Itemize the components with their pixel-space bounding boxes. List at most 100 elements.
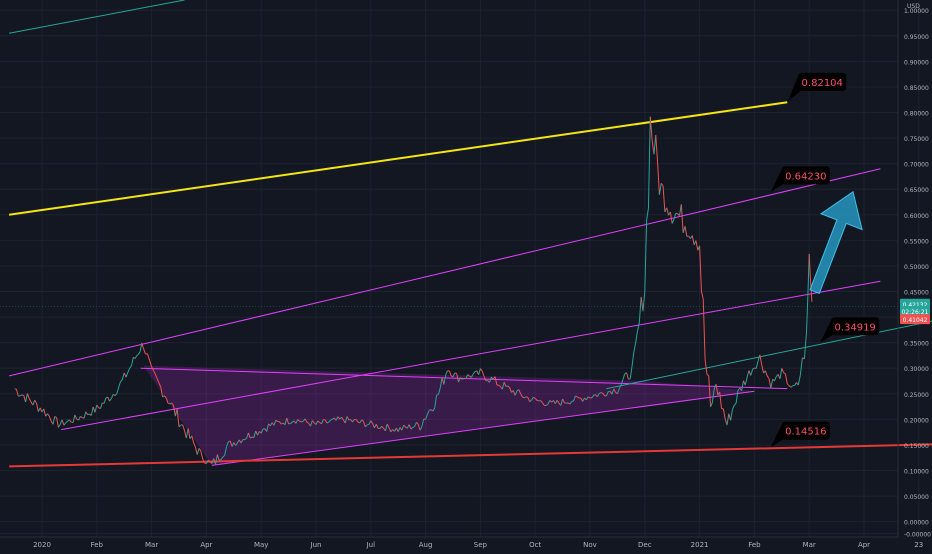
price-segment — [119, 382, 121, 387]
price-segment — [767, 376, 769, 379]
price-axis[interactable]: 1.000000.950000.900000.850000.800000.750… — [898, 0, 931, 539]
price-segment — [601, 393, 603, 394]
trend-line[interactable] — [9, 169, 880, 376]
price-segment — [455, 373, 457, 374]
price-segment — [762, 365, 764, 373]
price-segment — [636, 331, 638, 342]
price-segment — [670, 212, 672, 224]
price-segment — [650, 117, 652, 140]
x-tick-label: Oct — [529, 541, 541, 549]
price-segment — [168, 403, 170, 404]
price-segment — [784, 373, 786, 374]
price-segment — [696, 241, 698, 251]
price-segment — [49, 416, 51, 421]
y-tick-label: 0.15000 — [904, 443, 929, 450]
price-segment — [108, 397, 110, 401]
price-segment — [29, 398, 31, 402]
price-segment — [117, 387, 119, 393]
price-segment — [113, 394, 115, 395]
y-tick-label: -0.00000 — [904, 532, 931, 539]
x-tick-label: Dec — [638, 541, 652, 549]
price-segment — [648, 117, 650, 208]
price-segment — [769, 379, 771, 388]
x-tick-label: 2020 — [33, 541, 51, 549]
price-segment — [785, 374, 787, 384]
price-segment — [84, 412, 86, 419]
price-segment — [73, 415, 75, 423]
y-tick-label: 0.85000 — [904, 85, 929, 92]
y-tick-label: 0.55000 — [904, 238, 929, 245]
price-segment — [701, 291, 703, 299]
price-segment — [787, 384, 789, 386]
price-segment — [62, 420, 64, 425]
price-segment — [791, 386, 793, 388]
y-tick-label: 0.70000 — [904, 162, 929, 169]
currency-label: USD — [907, 3, 920, 10]
price-tag-label: 0.41042 — [903, 317, 928, 324]
price-segment — [197, 448, 199, 454]
price-segment — [774, 377, 776, 381]
price-segment — [128, 368, 130, 372]
price-segment — [22, 395, 24, 396]
price-segment — [723, 409, 725, 419]
price-segment — [195, 447, 197, 455]
price-segment — [663, 186, 665, 212]
trend-line[interactable] — [9, 102, 787, 215]
price-segment — [637, 322, 639, 331]
price-segment — [667, 208, 669, 215]
price-segment — [473, 372, 475, 374]
price-segment — [731, 409, 733, 420]
price-segment — [623, 374, 625, 380]
price-segment — [69, 420, 71, 422]
price-segment — [798, 375, 800, 385]
price-segment — [780, 368, 782, 379]
x-tick-label: Aug — [419, 541, 433, 549]
price-segment — [47, 414, 49, 416]
price-segment — [147, 354, 149, 360]
price-segment — [143, 348, 145, 354]
up-arrow[interactable] — [810, 192, 862, 294]
x-tick-label: Jul — [366, 541, 376, 549]
x-tick-label: Apr — [200, 541, 212, 549]
y-tick-label: 0.45000 — [904, 290, 929, 297]
x-tick-label: Sep — [474, 541, 488, 549]
y-tick-label: 0.50000 — [904, 264, 929, 271]
price-segment — [33, 400, 35, 405]
price-segment — [705, 360, 707, 375]
projection-arrow[interactable] — [810, 192, 862, 294]
x-tick-label: Jun — [310, 541, 322, 549]
x-tick-label: Feb — [748, 541, 761, 549]
price-segment — [627, 373, 629, 379]
x-tick-label: Mar — [145, 541, 158, 549]
x-tick-label: Feb — [91, 541, 104, 549]
price-segment — [219, 460, 221, 461]
price-segment — [789, 386, 791, 388]
y-tick-label: 0.30000 — [904, 366, 929, 373]
price-segment — [747, 371, 749, 378]
price-segment — [771, 379, 773, 388]
price-segment — [707, 374, 709, 375]
y-tick-label: 0.35000 — [904, 341, 929, 348]
price-segment — [135, 356, 137, 359]
price-segment — [132, 357, 134, 365]
price-segment — [634, 343, 636, 353]
price-segment — [800, 358, 802, 376]
price-segment — [672, 219, 674, 224]
price-segment — [681, 204, 683, 232]
price-segment — [742, 381, 744, 391]
price-segment — [804, 333, 806, 359]
price-segment — [765, 371, 767, 376]
y-tick-label: 0.10000 — [904, 469, 929, 476]
trend-line[interactable] — [9, 444, 932, 467]
price-segment — [658, 163, 660, 195]
x-tick-label: Nov — [583, 541, 597, 549]
price-segment — [745, 377, 747, 385]
price-segment — [37, 403, 39, 411]
x-tick-label: 23 — [914, 541, 923, 549]
price-segment — [446, 371, 448, 375]
price-segment — [35, 400, 37, 403]
trend-line[interactable] — [606, 317, 932, 389]
